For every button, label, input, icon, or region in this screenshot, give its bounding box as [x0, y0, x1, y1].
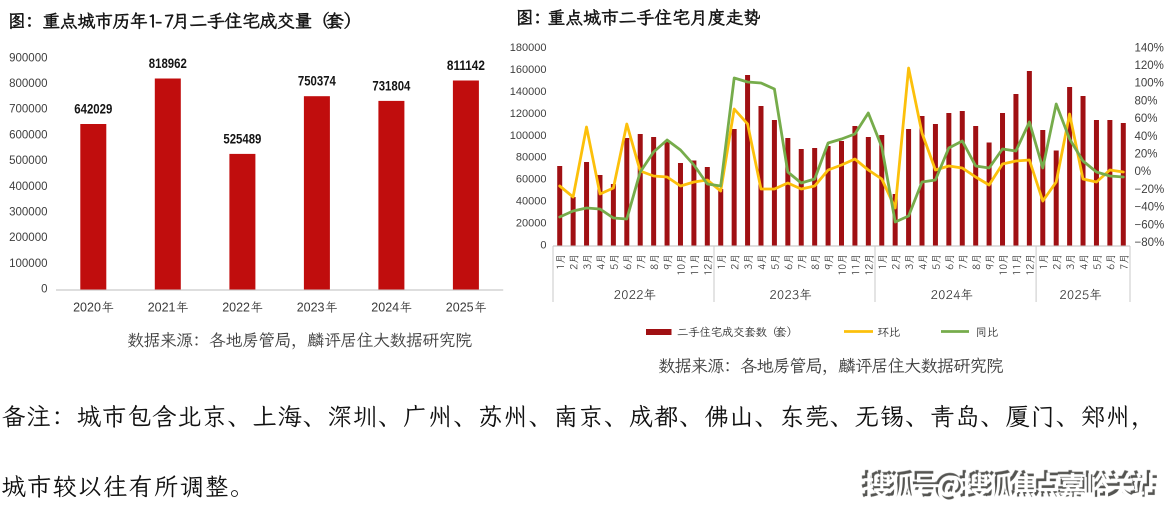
svg-text:−40%: −40%: [1135, 202, 1165, 214]
svg-text:525489: 525489: [223, 130, 261, 146]
svg-text:140%: 140%: [1135, 42, 1164, 54]
svg-text:731804: 731804: [372, 77, 410, 93]
svg-text:400000: 400000: [9, 181, 47, 193]
svg-text:818962: 818962: [149, 55, 187, 71]
svg-text:600000: 600000: [9, 129, 47, 141]
svg-text:80000: 80000: [516, 152, 547, 164]
svg-text:20000: 20000: [516, 218, 547, 230]
svg-text:700000: 700000: [9, 104, 47, 116]
svg-text:−60%: −60%: [1135, 219, 1165, 231]
svg-text:20%: 20%: [1135, 149, 1158, 161]
svg-text:−20%: −20%: [1135, 184, 1165, 196]
svg-text:2024: 2024: [371, 301, 399, 315]
svg-text:100%: 100%: [1135, 78, 1164, 90]
svg-text:120%: 120%: [1135, 60, 1164, 72]
svg-text:0: 0: [41, 284, 47, 296]
svg-text:500000: 500000: [9, 155, 47, 167]
svg-text:0: 0: [540, 239, 546, 251]
svg-text:100000: 100000: [9, 258, 47, 270]
svg-text:200000: 200000: [9, 232, 47, 244]
svg-text:2023: 2023: [297, 301, 325, 315]
svg-text:2021: 2021: [148, 301, 176, 315]
svg-text:750374: 750374: [298, 73, 336, 89]
svg-text:642029: 642029: [74, 100, 112, 116]
svg-text:811142: 811142: [447, 57, 485, 73]
svg-text:2022: 2022: [222, 301, 250, 315]
svg-text:2025: 2025: [446, 301, 474, 315]
svg-text:120000: 120000: [510, 108, 547, 120]
svg-text:60000: 60000: [516, 174, 547, 186]
svg-text:2020: 2020: [73, 301, 101, 315]
svg-text:0%: 0%: [1135, 166, 1152, 178]
svg-text:−80%: −80%: [1135, 237, 1165, 249]
svg-text:100000: 100000: [510, 130, 547, 142]
svg-text:160000: 160000: [510, 64, 547, 76]
svg-text:140000: 140000: [510, 86, 547, 98]
svg-text:800000: 800000: [9, 78, 47, 90]
svg-text:80%: 80%: [1135, 95, 1158, 107]
svg-text:180000: 180000: [510, 42, 547, 54]
svg-text:300000: 300000: [9, 207, 47, 219]
svg-text:900000: 900000: [9, 52, 47, 64]
svg-text:40%: 40%: [1135, 131, 1158, 143]
svg-text:60%: 60%: [1135, 113, 1158, 125]
svg-text:40000: 40000: [516, 196, 547, 208]
